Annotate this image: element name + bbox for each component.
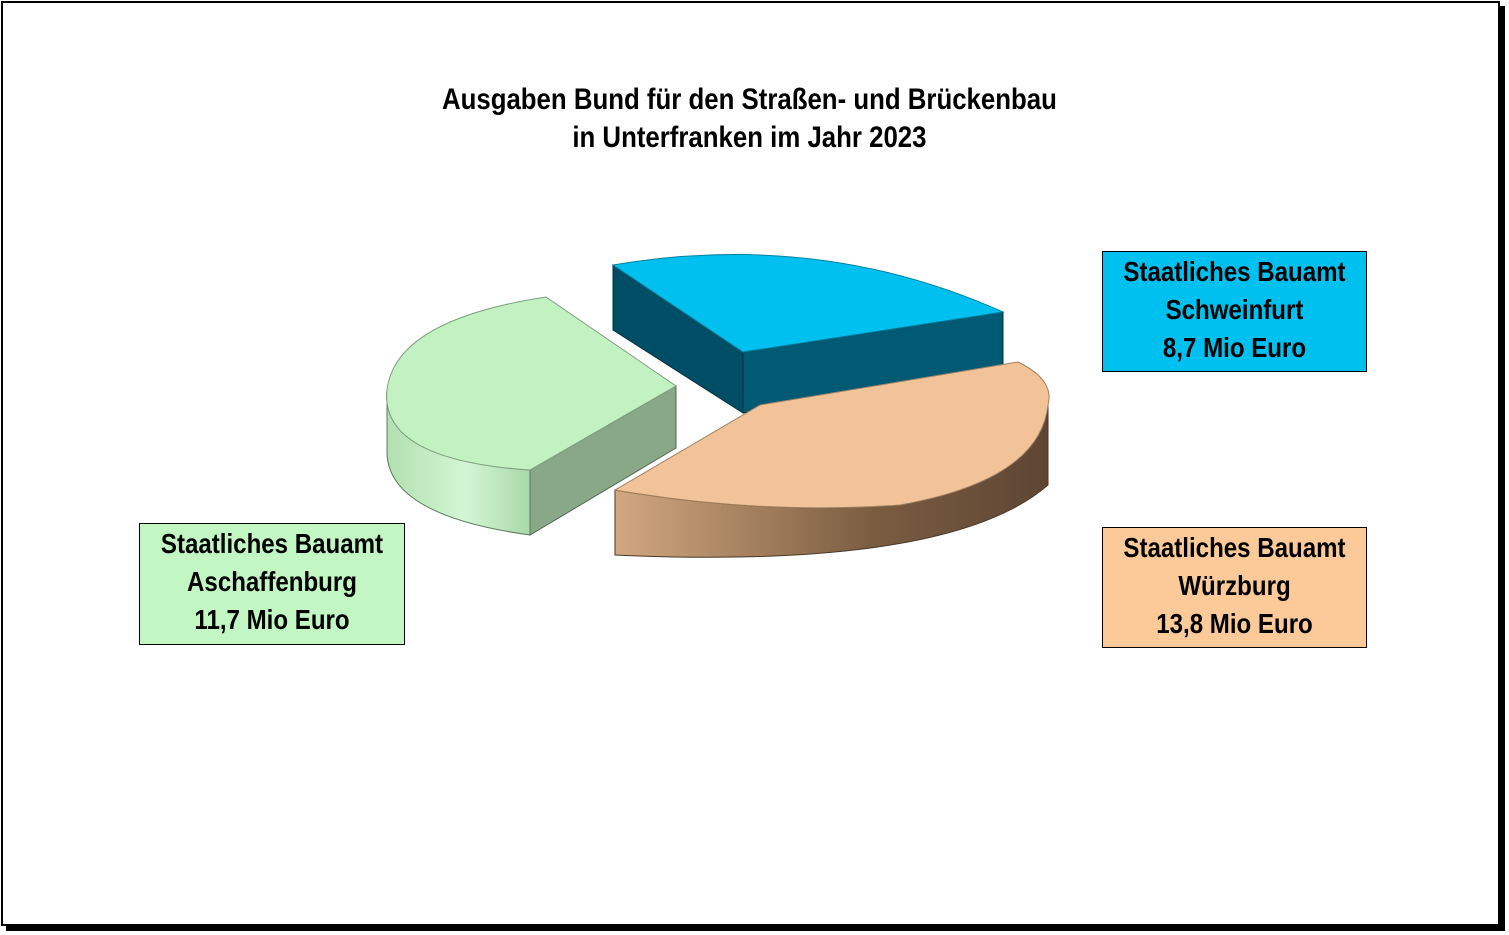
slice-schweinfurt-top bbox=[611, 254, 1005, 353]
slice-aschaffenburg bbox=[386, 296, 677, 536]
label-schweinfurt-line1: Staatliches Bauamt bbox=[1123, 256, 1346, 287]
chart-title-line2: in Unterfranken im Jahr 2023 bbox=[572, 121, 927, 154]
label-wuerzburg: Staatliches Bauamt Würzburg 13,8 Mio Eur… bbox=[1102, 527, 1367, 648]
label-wuerzburg-line1: Staatliches Bauamt bbox=[1123, 532, 1346, 563]
label-schweinfurt-value: 8,7 Mio Euro bbox=[1162, 332, 1307, 363]
label-aschaffenburg-line1: Staatliches Bauamt bbox=[160, 528, 384, 559]
slice-wuerzburg bbox=[613, 361, 1050, 558]
chart-title: Ausgaben Bund für den Straßen- und Brück… bbox=[107, 81, 1391, 157]
chart-title-line1: Ausgaben Bund für den Straßen- und Brück… bbox=[441, 83, 1057, 116]
label-schweinfurt: Staatliches Bauamt Schweinfurt 8,7 Mio E… bbox=[1102, 251, 1367, 372]
label-aschaffenburg-line2: Aschaffenburg bbox=[187, 566, 357, 597]
label-schweinfurt-line2: Schweinfurt bbox=[1165, 294, 1304, 325]
label-wuerzburg-value: 13,8 Mio Euro bbox=[1156, 608, 1313, 639]
label-aschaffenburg: Staatliches Bauamt Aschaffenburg 11,7 Mi… bbox=[139, 523, 405, 645]
label-wuerzburg-line2: Würzburg bbox=[1178, 570, 1291, 601]
slice-aschaffenburg-top bbox=[386, 296, 677, 471]
label-aschaffenburg-value: 11,7 Mio Euro bbox=[194, 604, 350, 635]
slice-wuerzburg-top bbox=[613, 361, 1050, 509]
